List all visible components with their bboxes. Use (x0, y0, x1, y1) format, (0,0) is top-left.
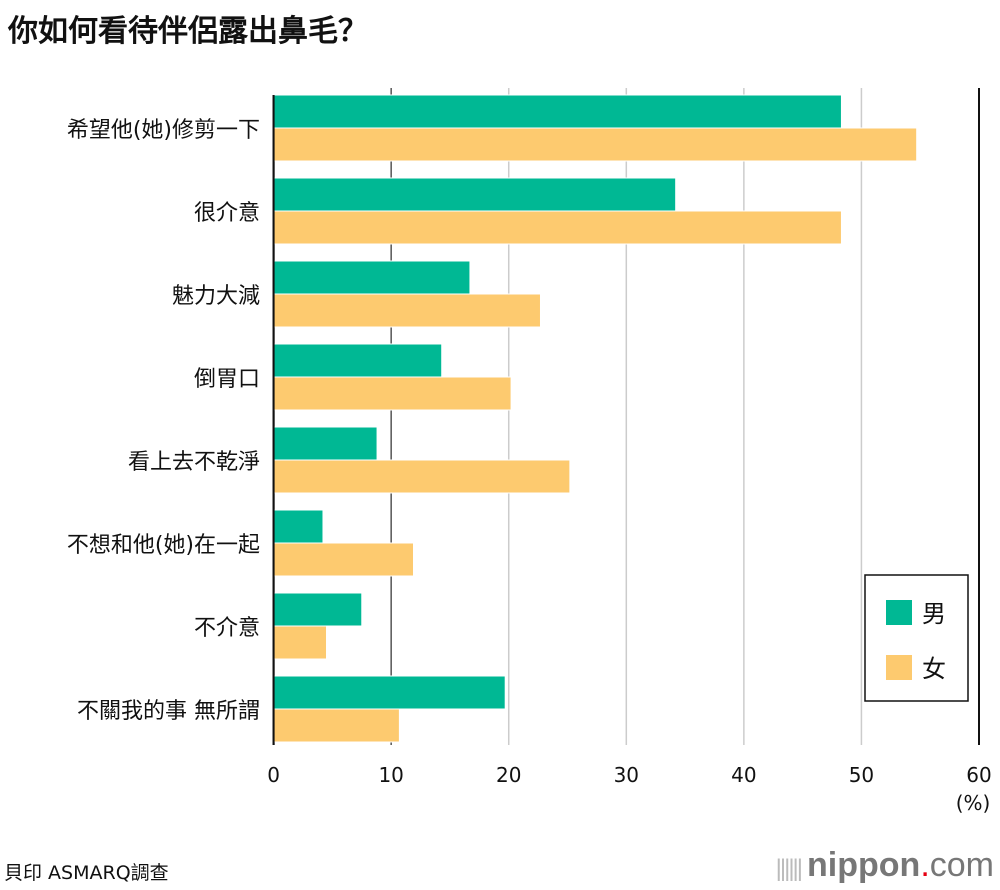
category-label: 很介意 (194, 201, 260, 226)
x-tick-label: 60 (966, 763, 991, 787)
source-note: 貝印 ASMARQ調查 (4, 862, 169, 884)
bar-female (273, 293, 541, 328)
x-tick-label: 20 (496, 763, 521, 787)
category-label: 希望他(她)修剪一下 (67, 118, 260, 143)
category-label: 不介意 (194, 616, 260, 641)
x-tick-label: 30 (614, 763, 639, 787)
bar-male (273, 343, 443, 378)
category-label: 不關我的事 無所謂 (77, 699, 260, 724)
category-label: 倒胃口 (194, 367, 260, 392)
bar-female (273, 127, 918, 162)
x-tick-label: 0 (267, 763, 280, 787)
bar-male (273, 509, 324, 544)
legend-label: 男 (922, 600, 946, 628)
bar-female (273, 625, 328, 660)
bar-male (273, 260, 471, 295)
bar-male (273, 94, 842, 129)
x-tick-label: 50 (849, 763, 874, 787)
chart-title: 你如何看待伴侶露出鼻毛？ (8, 14, 368, 49)
bar-female (273, 210, 842, 245)
category-label: 看上去不乾淨 (128, 450, 260, 475)
bar-male (273, 592, 363, 627)
bar-male (273, 426, 378, 461)
legend-box (864, 574, 969, 702)
x-tick-label: 40 (731, 763, 756, 787)
x-tick-label: 10 (378, 763, 403, 787)
sound-bars-icon: |||||| (775, 855, 803, 882)
bar-male (273, 177, 677, 212)
category-label: 不想和他(她)在一起 (67, 533, 260, 558)
legend-swatch (886, 655, 912, 680)
bar-female (273, 459, 571, 494)
bar-male (273, 675, 506, 710)
legend-label: 女 (922, 655, 946, 683)
bar-female (273, 708, 400, 743)
unit-label: (%) (956, 791, 991, 815)
category-label: 魅力大減 (172, 284, 260, 309)
nippon-logo: |||||| nippon.com (775, 846, 994, 884)
bar-female (273, 376, 512, 411)
legend-swatch (886, 600, 912, 625)
bar-female (273, 542, 415, 577)
